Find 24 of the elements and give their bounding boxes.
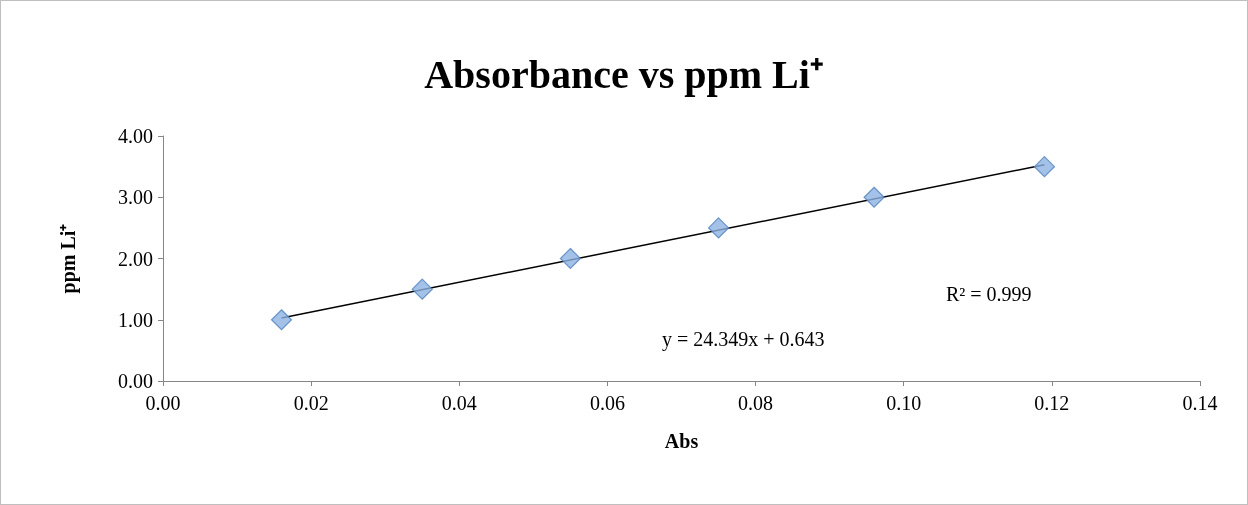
y-tick-label: 4.00 xyxy=(118,125,153,147)
x-tick-label: 0.14 xyxy=(1182,392,1218,414)
x-tick-label: 0.04 xyxy=(441,392,477,414)
annotation: R² = 0.999 xyxy=(946,283,1032,305)
y-axis-title: ppm Li⁺ xyxy=(57,223,80,294)
point xyxy=(863,186,885,208)
x-tick-label: 0.08 xyxy=(738,392,774,414)
point xyxy=(1033,156,1056,178)
chart-title: Absorbance vs ppm Li⁺ xyxy=(424,51,824,97)
x-tick-label: 0.02 xyxy=(293,392,329,414)
point xyxy=(559,247,581,270)
point xyxy=(270,309,293,331)
annotation: y = 24.349x + 0.643 xyxy=(662,328,825,351)
y-tick-label: 3.00 xyxy=(118,186,153,209)
point xyxy=(411,278,433,300)
x-tick-label: 0.10 xyxy=(886,392,922,414)
x-tick-label: 0.00 xyxy=(145,392,181,414)
point xyxy=(707,217,730,239)
y-tick-label: 1.00 xyxy=(118,308,153,331)
y-tick-label: 2.00 xyxy=(118,247,153,270)
x-tick-label: 0.12 xyxy=(1034,392,1070,414)
x-tick-label: 0.06 xyxy=(589,392,625,414)
x-axis-title: Abs xyxy=(664,430,699,452)
y-tick-label: 0.00 xyxy=(118,370,153,392)
